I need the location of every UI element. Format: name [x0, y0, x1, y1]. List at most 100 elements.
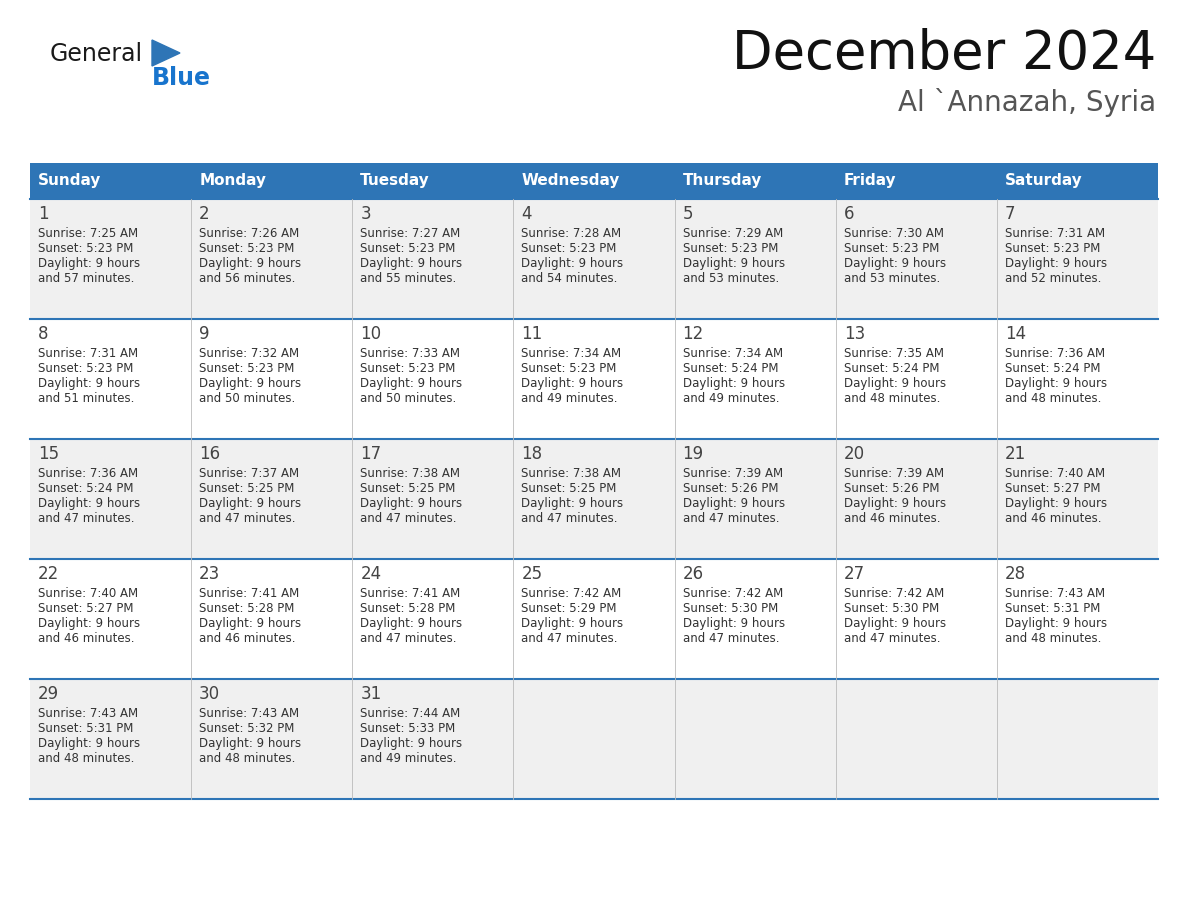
Text: 9: 9: [200, 325, 209, 343]
Text: Sunset: 5:33 PM: Sunset: 5:33 PM: [360, 722, 455, 735]
Text: Sunrise: 7:33 AM: Sunrise: 7:33 AM: [360, 347, 460, 360]
Text: Daylight: 9 hours: Daylight: 9 hours: [200, 617, 302, 630]
Text: 5: 5: [683, 205, 693, 223]
Bar: [353, 679, 513, 799]
Text: Daylight: 9 hours: Daylight: 9 hours: [522, 257, 624, 270]
Text: and 47 minutes.: and 47 minutes.: [200, 512, 296, 525]
Bar: [353, 199, 513, 319]
Text: Sunrise: 7:31 AM: Sunrise: 7:31 AM: [38, 347, 138, 360]
Text: and 47 minutes.: and 47 minutes.: [683, 632, 779, 645]
Bar: [30, 559, 191, 679]
Text: Sunrise: 7:28 AM: Sunrise: 7:28 AM: [522, 227, 621, 240]
Text: and 46 minutes.: and 46 minutes.: [38, 632, 134, 645]
Text: 8: 8: [38, 325, 49, 343]
Text: Sunrise: 7:26 AM: Sunrise: 7:26 AM: [200, 227, 299, 240]
Text: 6: 6: [843, 205, 854, 223]
Text: and 47 minutes.: and 47 minutes.: [360, 632, 456, 645]
Text: Sunset: 5:24 PM: Sunset: 5:24 PM: [843, 362, 940, 375]
Text: Sunrise: 7:42 AM: Sunrise: 7:42 AM: [683, 587, 783, 600]
Text: Daylight: 9 hours: Daylight: 9 hours: [38, 737, 140, 750]
Text: 15: 15: [38, 445, 59, 463]
Text: Daylight: 9 hours: Daylight: 9 hours: [843, 257, 946, 270]
Text: Sunrise: 7:39 AM: Sunrise: 7:39 AM: [843, 467, 943, 480]
Text: and 54 minutes.: and 54 minutes.: [522, 272, 618, 285]
Bar: [513, 559, 675, 679]
Text: Sunset: 5:24 PM: Sunset: 5:24 PM: [683, 362, 778, 375]
Text: 29: 29: [38, 685, 59, 703]
Text: 31: 31: [360, 685, 381, 703]
Bar: [513, 163, 675, 199]
Bar: [191, 559, 353, 679]
Text: Sunrise: 7:30 AM: Sunrise: 7:30 AM: [843, 227, 943, 240]
Text: and 47 minutes.: and 47 minutes.: [522, 632, 618, 645]
Text: and 52 minutes.: and 52 minutes.: [1005, 272, 1101, 285]
Text: and 47 minutes.: and 47 minutes.: [360, 512, 456, 525]
Text: Sunset: 5:28 PM: Sunset: 5:28 PM: [360, 602, 456, 615]
Text: Daylight: 9 hours: Daylight: 9 hours: [1005, 257, 1107, 270]
Text: Daylight: 9 hours: Daylight: 9 hours: [1005, 497, 1107, 510]
Text: Sunset: 5:26 PM: Sunset: 5:26 PM: [683, 482, 778, 495]
Text: Daylight: 9 hours: Daylight: 9 hours: [360, 617, 462, 630]
Bar: [835, 199, 997, 319]
Text: Sunset: 5:28 PM: Sunset: 5:28 PM: [200, 602, 295, 615]
Text: Sunset: 5:25 PM: Sunset: 5:25 PM: [360, 482, 456, 495]
Text: Sunrise: 7:44 AM: Sunrise: 7:44 AM: [360, 707, 461, 720]
Text: Sunrise: 7:37 AM: Sunrise: 7:37 AM: [200, 467, 299, 480]
Bar: [835, 439, 997, 559]
Text: Sunset: 5:24 PM: Sunset: 5:24 PM: [1005, 362, 1100, 375]
Text: 25: 25: [522, 565, 543, 583]
Text: 23: 23: [200, 565, 221, 583]
Text: Sunrise: 7:36 AM: Sunrise: 7:36 AM: [38, 467, 138, 480]
Text: 11: 11: [522, 325, 543, 343]
Text: 17: 17: [360, 445, 381, 463]
Text: Daylight: 9 hours: Daylight: 9 hours: [38, 497, 140, 510]
Bar: [675, 439, 835, 559]
Text: Sunrise: 7:42 AM: Sunrise: 7:42 AM: [522, 587, 621, 600]
Text: Daylight: 9 hours: Daylight: 9 hours: [522, 377, 624, 390]
Text: Sunrise: 7:43 AM: Sunrise: 7:43 AM: [200, 707, 299, 720]
Text: 24: 24: [360, 565, 381, 583]
Text: Sunrise: 7:34 AM: Sunrise: 7:34 AM: [683, 347, 783, 360]
Text: 2: 2: [200, 205, 210, 223]
Text: and 46 minutes.: and 46 minutes.: [843, 512, 940, 525]
Bar: [675, 679, 835, 799]
Text: Sunrise: 7:40 AM: Sunrise: 7:40 AM: [38, 587, 138, 600]
Text: Daylight: 9 hours: Daylight: 9 hours: [843, 377, 946, 390]
Text: Sunset: 5:23 PM: Sunset: 5:23 PM: [1005, 242, 1100, 255]
Text: Daylight: 9 hours: Daylight: 9 hours: [1005, 617, 1107, 630]
Bar: [675, 559, 835, 679]
Text: Monday: Monday: [200, 174, 266, 188]
Text: 19: 19: [683, 445, 703, 463]
Text: Daylight: 9 hours: Daylight: 9 hours: [522, 497, 624, 510]
Text: Sunset: 5:23 PM: Sunset: 5:23 PM: [200, 242, 295, 255]
Text: Sunrise: 7:32 AM: Sunrise: 7:32 AM: [200, 347, 299, 360]
Bar: [191, 319, 353, 439]
Text: Sunrise: 7:25 AM: Sunrise: 7:25 AM: [38, 227, 138, 240]
Text: and 50 minutes.: and 50 minutes.: [200, 392, 296, 405]
Text: December 2024: December 2024: [732, 28, 1156, 80]
Text: 7: 7: [1005, 205, 1016, 223]
Text: Tuesday: Tuesday: [360, 174, 430, 188]
Text: and 46 minutes.: and 46 minutes.: [200, 632, 296, 645]
Text: Sunrise: 7:38 AM: Sunrise: 7:38 AM: [360, 467, 460, 480]
Text: and 48 minutes.: and 48 minutes.: [843, 392, 940, 405]
Bar: [513, 199, 675, 319]
Bar: [997, 319, 1158, 439]
Bar: [353, 163, 513, 199]
Text: Saturday: Saturday: [1005, 174, 1082, 188]
Bar: [997, 559, 1158, 679]
Text: 27: 27: [843, 565, 865, 583]
Text: 12: 12: [683, 325, 703, 343]
Text: and 53 minutes.: and 53 minutes.: [843, 272, 940, 285]
Text: General: General: [50, 42, 143, 66]
Text: Daylight: 9 hours: Daylight: 9 hours: [200, 497, 302, 510]
Text: Sunrise: 7:43 AM: Sunrise: 7:43 AM: [38, 707, 138, 720]
Text: Sunday: Sunday: [38, 174, 101, 188]
Bar: [30, 319, 191, 439]
Text: Thursday: Thursday: [683, 174, 762, 188]
Text: 21: 21: [1005, 445, 1026, 463]
Text: Sunset: 5:30 PM: Sunset: 5:30 PM: [843, 602, 939, 615]
Bar: [675, 199, 835, 319]
Bar: [513, 679, 675, 799]
Text: Daylight: 9 hours: Daylight: 9 hours: [360, 497, 462, 510]
